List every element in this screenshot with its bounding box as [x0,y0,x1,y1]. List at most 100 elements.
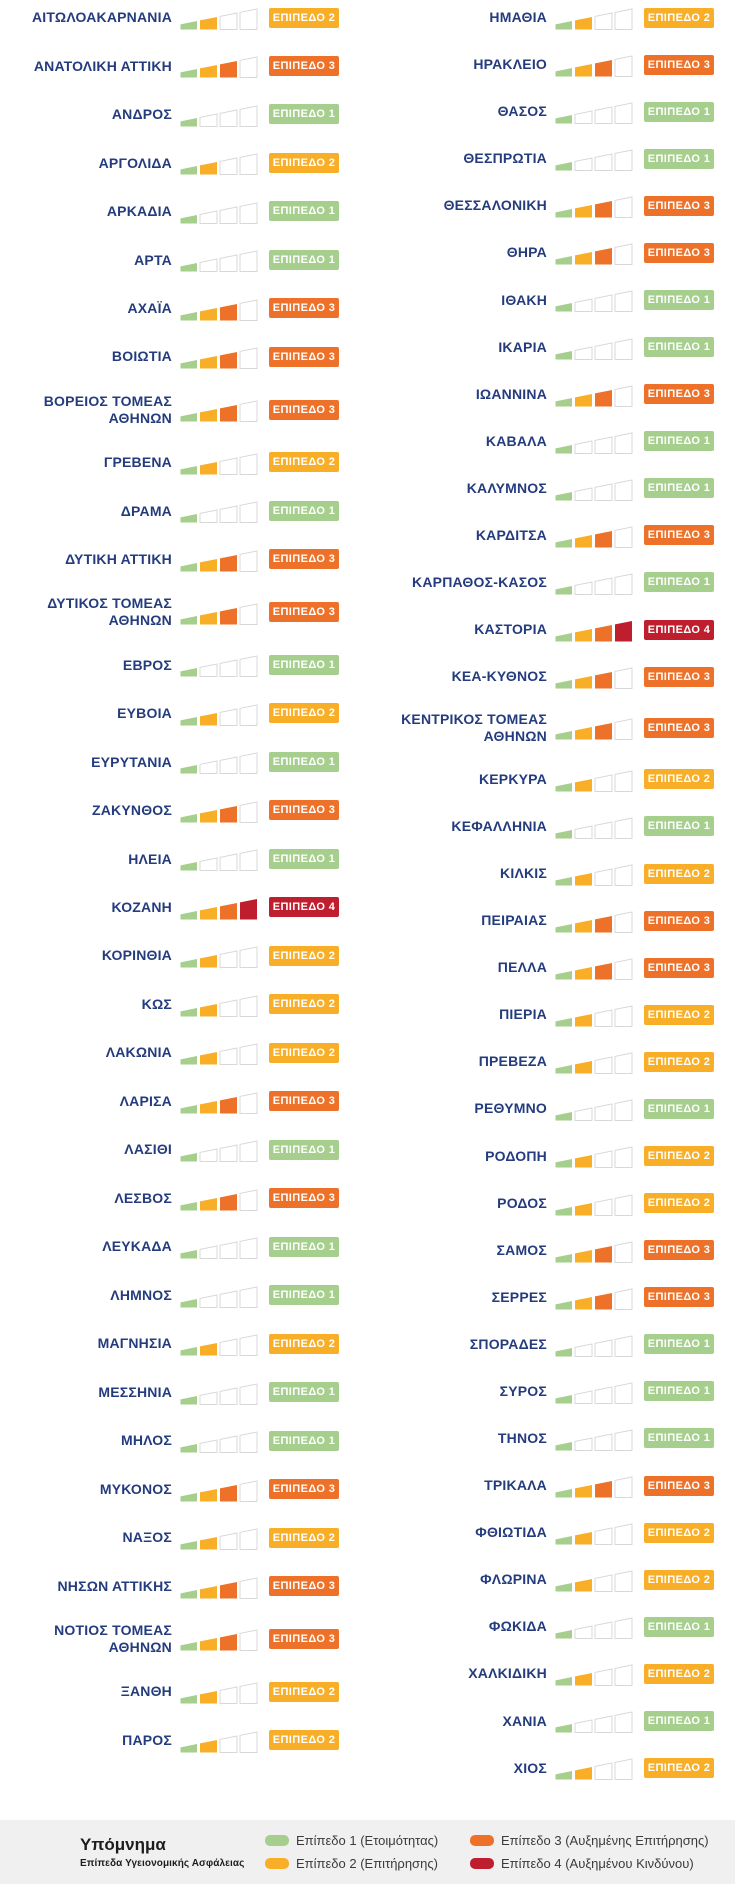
meter-segment-1 [555,829,572,839]
meter-segment-1 [555,731,572,740]
meter-segment-2 [575,252,592,265]
region-row: ΠΑΡΟΣ ΕΠΙΠΕΔΟ 2 [0,1728,367,1753]
region-row: ΜΕΣΣΗΝΙΑ ΕΠΙΠΕΔΟ 1 [0,1380,367,1405]
region-name: ΓΡΕΒΕΝΑ [103,454,172,471]
meter-segment-3 [594,153,613,172]
region-row: ΣΥΡΟΣ ΕΠΙΠΕΔΟ 1 [367,1379,735,1404]
region-row: ΘΑΣΟΣ ΕΠΙΠΕΔΟ 1 [367,99,735,125]
meter-segment-4 [614,958,633,981]
level-meter-icon [555,1288,633,1310]
meter-segment-2 [575,1202,592,1216]
meter-segment-4 [614,1382,633,1404]
legend-subtitle: Επίπεδα Υγειονομικής Ασφάλειας [80,1858,245,1869]
region-name: ΡΟΔΟΠΗ [485,1147,547,1164]
legend-item: Επίπεδο 2 (Επιτήρησης) [265,1856,470,1871]
meter-segment-2 [574,825,593,839]
meter-segment-2 [574,1390,593,1404]
region-name: ΙΩΑΝΝΙΝΑ [475,385,547,402]
meter-segment-2 [575,967,592,980]
meter-segment-2 [575,1767,592,1780]
meter-segment-4 [614,8,633,30]
meter-segment-4 [239,801,258,823]
meter-segment-1 [555,924,572,933]
region-name: ΖΑΚΥΝΘΟΣ [91,802,172,819]
meter-segment-1 [180,562,197,572]
meter-segment-3 [595,723,612,740]
legend-items: Επίπεδο 1 (Ετοιμότητας) Επίπεδο 2 (Επιτή… [265,1830,735,1875]
level-badge: ΕΠΙΠΕΔΟ 4 [269,897,339,918]
legend-item-label: Επίπεδο 4 (Αυξημένου Κινδύνου) [501,1856,694,1871]
region-row: ΔΥΤΙΚΗ ΑΤΤΙΚΗ ΕΠΙΠΕΔΟ 3 [0,547,367,572]
level-meter-icon [555,1193,633,1216]
meter-segment-4 [239,1731,258,1753]
meter-segment-2 [200,461,217,475]
level-meter-icon [555,479,633,501]
meter-segment-1 [180,959,197,968]
level-badge: ΕΠΙΠΕΔΟ 3 [644,1240,714,1261]
meter-segment-1 [180,1056,197,1065]
meter-segment-1 [180,69,197,78]
meter-segment-4 [614,911,633,934]
meter-segment-4 [239,501,258,524]
level-meter-icon [180,501,258,524]
meter-segment-1 [180,413,197,422]
meter-segment-4 [239,1629,258,1652]
level-meter-icon [555,1099,633,1122]
meter-segment-2 [199,258,218,273]
region-name: ΠΕΙΡΑΙΑΣ [481,912,547,929]
meter-segment-3 [219,109,238,127]
level-meter-icon [180,1431,258,1454]
meter-segment-4 [239,704,258,726]
region-name: ΕΒΡΟΣ [122,656,172,673]
meter-segment-1 [555,1536,572,1545]
meter-segment-2 [200,1537,217,1550]
region-row: ΛΑΣΙΘΙ ΕΠΙΠΕΔΟ 1 [0,1137,367,1163]
meter-segment-3 [594,1668,613,1687]
meter-segment-3 [220,1484,237,1502]
level-badge: ΕΠΙΠΕΔΟ 1 [269,1236,339,1257]
meter-segment-3 [219,1735,238,1753]
meter-segment-3 [595,389,612,407]
meter-segment-3 [220,607,237,625]
level-meter-icon [180,1140,258,1163]
level-meter-icon [180,1383,258,1405]
meter-segment-1 [555,303,572,312]
meter-segment-1 [180,117,197,127]
region-row: ΑΝΔΡΟΣ ΕΠΙΠΕΔΟ 1 [0,102,367,127]
level-badge: ΕΠΙΠΕΔΟ 2 [269,1527,339,1548]
meter-segment-4 [614,770,633,792]
meter-segment-2 [575,873,592,886]
meter-segment-2 [575,17,592,30]
meter-segment-3 [219,1686,238,1705]
level-meter-icon [555,958,633,981]
meter-segment-2 [575,1673,592,1686]
meter-segment-3 [220,902,237,920]
region-row: ΦΘΙΩΤΙΔΑ ΕΠΙΠΕΔΟ 2 [367,1520,735,1546]
meter-segment-3 [595,1481,612,1498]
meter-segment-3 [594,1762,613,1781]
level-meter-icon [555,1335,633,1357]
meter-segment-1 [180,668,197,677]
level-meter-icon [180,1682,258,1705]
legend-title-block: Υπόμνημα Επίπεδα Υγειονομικής Ασφάλειας [80,1835,265,1869]
region-row: ΖΑΚΥΝΘΟΣ ΕΠΙΠΕΔΟ 3 [0,798,367,823]
meter-segment-4 [239,1431,258,1454]
region-name: ΕΥΒΟΙΑ [117,705,172,722]
level-meter-icon [180,603,258,625]
region-row: ΕΥΒΟΙΑ ΕΠΙΠΕΔΟ 2 [0,701,367,726]
region-row: ΘΕΣΣΑΛΟΝΙΚΗ ΕΠΙΠΕΔΟ 3 [367,193,735,219]
meter-segment-1 [180,615,197,625]
level-badge: ΕΠΙΠΕΔΟ 2 [644,1051,714,1072]
region-name: ΧΑΝΙΑ [502,1712,547,1729]
meter-segment-1 [180,1642,197,1651]
level-badge: ΕΠΙΠΕΔΟ 1 [644,572,714,593]
level-badge: ΕΠΙΠΕΔΟ 2 [269,1333,339,1354]
meter-segment-1 [555,209,572,218]
meter-segment-3 [595,963,612,980]
meter-segment-4 [240,898,257,920]
level-meter-icon [180,1629,258,1652]
meter-segment-4 [239,453,258,475]
meter-segment-2 [574,110,593,125]
level-badge: ΕΠΙΠΕΔΟ 2 [644,1757,714,1778]
meter-segment-1 [555,1771,572,1780]
